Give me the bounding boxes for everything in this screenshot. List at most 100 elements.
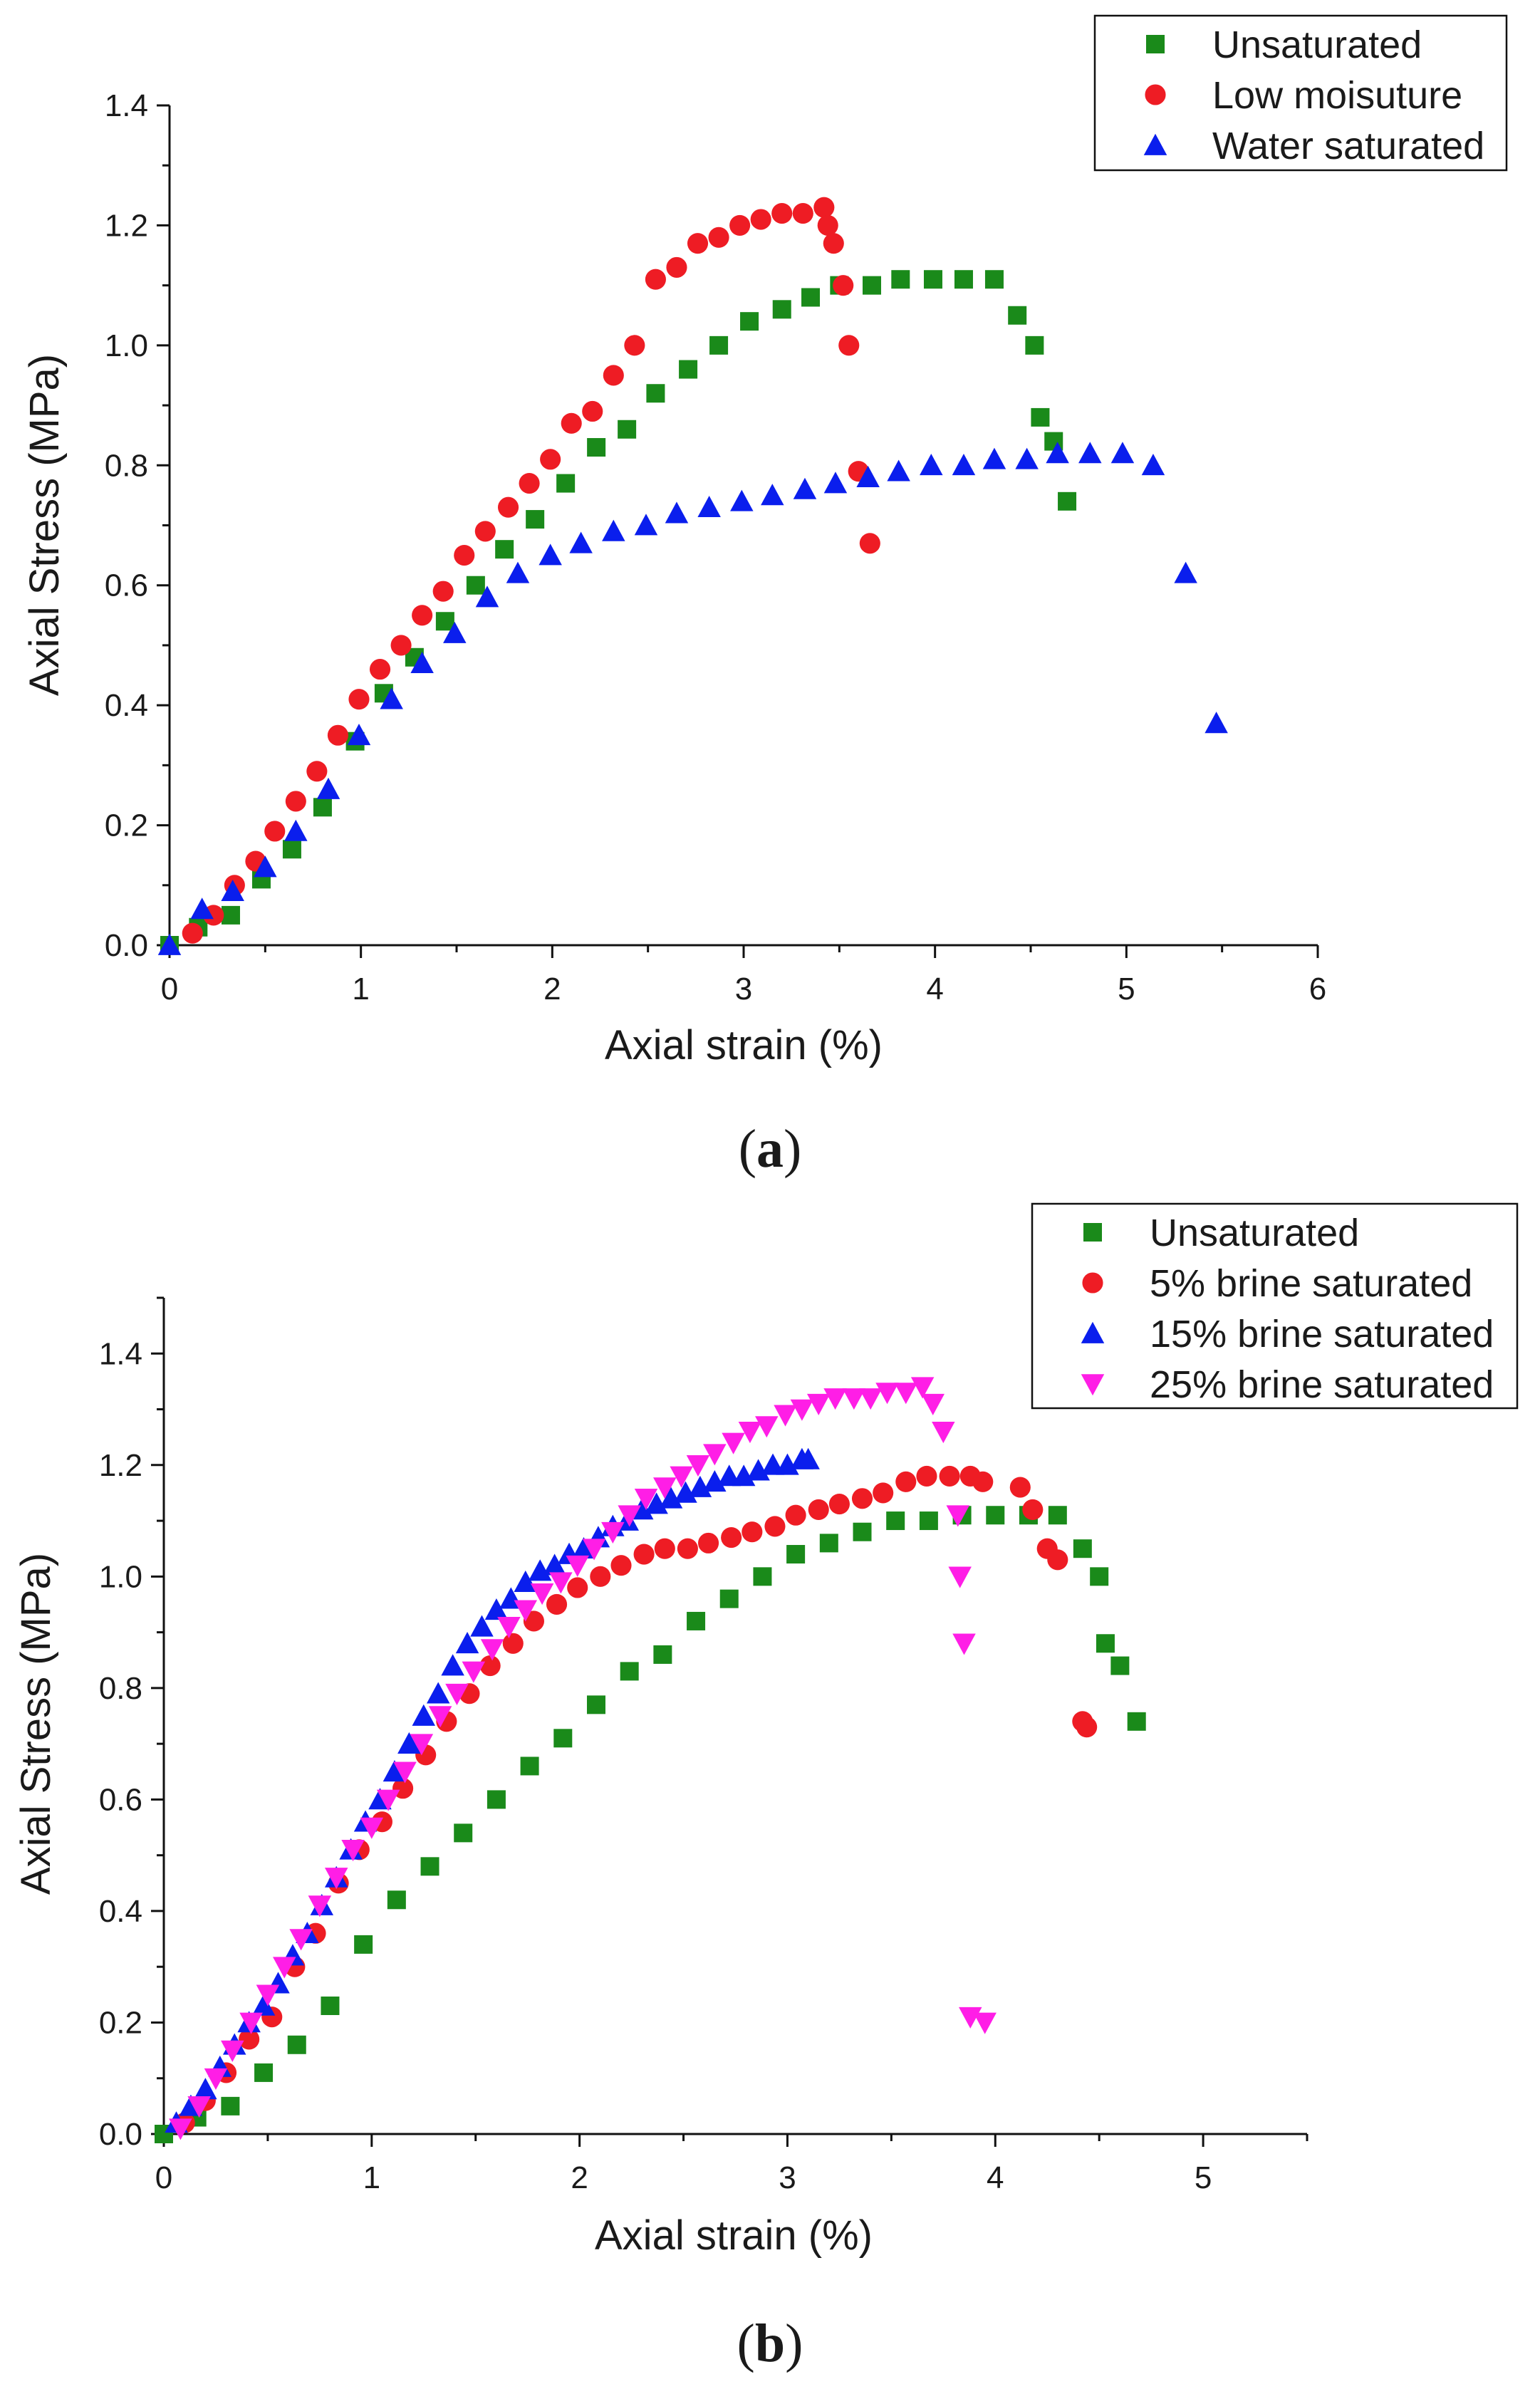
y-tick-label: 1.2 <box>99 1448 142 1483</box>
data-point <box>316 777 340 799</box>
data-point <box>313 798 332 817</box>
data-point <box>327 724 348 746</box>
data-point <box>603 365 624 386</box>
data-point <box>441 1654 464 1676</box>
data-point <box>157 933 182 955</box>
series-25-brine-saturated <box>169 1377 997 2140</box>
data-point <box>646 384 665 403</box>
data-point <box>383 1760 407 1782</box>
data-point <box>601 1521 625 1544</box>
data-point <box>948 1566 972 1588</box>
data-point <box>474 521 496 542</box>
data-point <box>653 1645 672 1664</box>
data-point <box>582 1539 606 1561</box>
data-point <box>470 1615 494 1637</box>
data-point <box>454 545 475 566</box>
data-point <box>543 1554 566 1576</box>
data-point <box>239 2029 260 2050</box>
y-tick-label: 0.2 <box>99 2005 142 2040</box>
data-point <box>755 1416 779 1438</box>
series-unsaturated <box>160 270 1077 954</box>
data-point <box>324 1868 348 1890</box>
data-point <box>1047 1549 1068 1571</box>
data-point <box>838 335 860 356</box>
data-point <box>566 1555 589 1577</box>
data-point <box>347 724 371 746</box>
data-point <box>863 276 882 295</box>
data-point <box>972 1471 994 1492</box>
y-axis-title: Axial Stress (MPa) <box>21 354 68 696</box>
data-point <box>432 581 454 602</box>
y-tick-label: 0.4 <box>105 688 148 723</box>
data-point <box>973 2012 997 2034</box>
x-tick-label: 4 <box>987 2160 1004 2195</box>
data-point <box>360 1817 384 1839</box>
data-point <box>1205 712 1228 734</box>
y-tick-label: 0.4 <box>99 1894 142 1929</box>
data-point <box>709 335 729 355</box>
data-point <box>610 1555 632 1576</box>
data-point <box>730 489 754 511</box>
data-point <box>530 1583 554 1605</box>
data-point <box>169 2118 192 2140</box>
data-point <box>761 1453 785 1475</box>
data-point <box>952 1633 976 1655</box>
x-tick-label: 1 <box>352 972 369 1006</box>
y-tick-label: 1.4 <box>99 1336 142 1371</box>
series-low-moisuture <box>182 197 880 944</box>
x-tick-label: 5 <box>1195 2160 1212 2195</box>
data-point <box>1096 1634 1115 1653</box>
data-point <box>620 1662 639 1681</box>
data-point <box>732 1464 756 1487</box>
data-point <box>410 651 434 674</box>
data-point <box>670 1466 693 1488</box>
caption-b: (b) <box>737 2314 803 2373</box>
data-point <box>502 1633 524 1654</box>
legend-label: 15% brine saturated <box>1150 1313 1494 1355</box>
data-point <box>873 1482 894 1504</box>
legend-marker <box>1083 1223 1102 1242</box>
data-point <box>514 1570 538 1592</box>
data-point <box>1022 1499 1044 1520</box>
data-point <box>506 561 530 583</box>
data-point <box>895 1471 917 1492</box>
data-point <box>910 1377 935 1399</box>
data-point <box>376 1789 400 1811</box>
data-point <box>887 459 910 482</box>
x-tick-label: 3 <box>779 2160 796 2195</box>
data-point <box>819 1534 838 1553</box>
data-point <box>921 1393 945 1415</box>
data-point <box>1110 1656 1130 1675</box>
data-point <box>721 1526 742 1549</box>
data-point <box>750 209 771 230</box>
data-point <box>390 635 412 656</box>
data-point <box>842 1388 866 1410</box>
data-point <box>764 1516 786 1537</box>
data-point <box>586 1695 605 1714</box>
data-point <box>687 233 709 254</box>
data-point <box>1048 1506 1067 1525</box>
data-point <box>380 687 403 709</box>
y-tick-label: 1.4 <box>105 88 148 123</box>
data-point <box>420 1857 439 1876</box>
data-point <box>264 821 286 842</box>
data-point <box>1078 442 1102 464</box>
data-point <box>1009 1477 1031 1498</box>
data-point <box>569 531 593 553</box>
data-point <box>287 2035 306 2054</box>
y-tick-label: 1.0 <box>99 1559 142 1594</box>
data-point <box>717 1464 741 1487</box>
x-tick-label: 0 <box>161 972 178 1006</box>
data-point <box>753 1567 772 1586</box>
data-point <box>618 1505 641 1527</box>
data-point <box>190 897 214 920</box>
data-point <box>1110 442 1135 464</box>
data-point <box>412 605 433 626</box>
x-tick-label: 3 <box>735 972 752 1006</box>
data-point <box>445 1683 469 1705</box>
data-point <box>348 689 370 710</box>
data-point <box>774 1405 797 1427</box>
data-point <box>514 1600 538 1622</box>
data-point <box>1127 1712 1146 1731</box>
